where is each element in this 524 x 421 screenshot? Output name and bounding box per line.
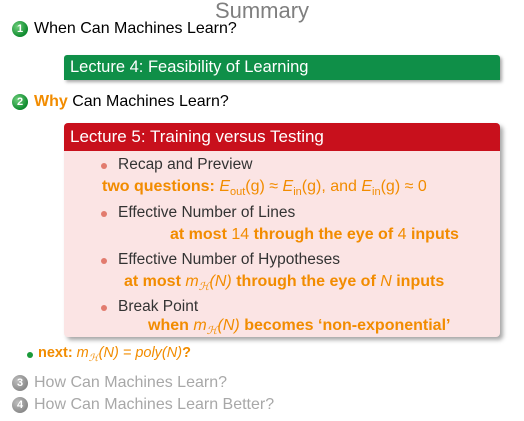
question-2-text: Can Machines Learn?: [67, 93, 229, 110]
question-3: 3 How Can Machines Learn?: [12, 374, 227, 392]
bullet-icon: [101, 211, 107, 217]
number-3-badge: 3: [12, 375, 28, 391]
item-recap: Recap and Preview: [118, 156, 253, 173]
number-2-badge: 2: [12, 94, 28, 110]
item-hypotheses: Effective Number of Hypotheses: [118, 251, 340, 268]
bullet-icon: [27, 352, 33, 358]
why-highlight: Why: [34, 93, 68, 110]
item-lines: Effective Number of Lines: [118, 204, 296, 221]
question-4: 4 How Can Machines Learn Better?: [12, 396, 274, 414]
question-1-text: When Can Machines Learn?: [34, 20, 237, 37]
highlight-break-point: when mℋ(N) becomes ‘non-exponential’: [148, 317, 451, 338]
question-4-text: How Can Machines Learn Better?: [34, 396, 275, 413]
number-4-badge: 4: [12, 397, 28, 413]
highlight-two-questions: two questions: Eout(g) ≈ Ein(g), and Ein…: [102, 178, 427, 199]
highlight-lines: at most 14 through the eye of 4 inputs: [170, 226, 459, 243]
lecture-5-title: Lecture 5: Training versus Testing: [64, 123, 500, 151]
question-1: 1 When Can Machines Learn?: [12, 20, 237, 38]
lecture-4-bar: Lecture 4: Feasibility of Learning: [64, 55, 500, 80]
highlight-hypotheses: at most mℋ(N) through the eye of N input…: [124, 273, 445, 294]
lecture-5-block: Lecture 5: Training versus Testing Recap…: [64, 123, 500, 337]
number-1-badge: 1: [12, 21, 28, 37]
next-line: next: mℋ(N) = poly(N)?: [38, 345, 191, 364]
bullet-icon: [101, 305, 107, 311]
bullet-icon: [101, 163, 107, 169]
item-break-point: Break Point: [118, 298, 199, 315]
question-3-text: How Can Machines Learn?: [34, 374, 227, 391]
question-2: 2 Why Can Machines Learn?: [12, 93, 229, 111]
bullet-icon: [101, 258, 107, 264]
page-title: Summary: [214, 0, 310, 23]
